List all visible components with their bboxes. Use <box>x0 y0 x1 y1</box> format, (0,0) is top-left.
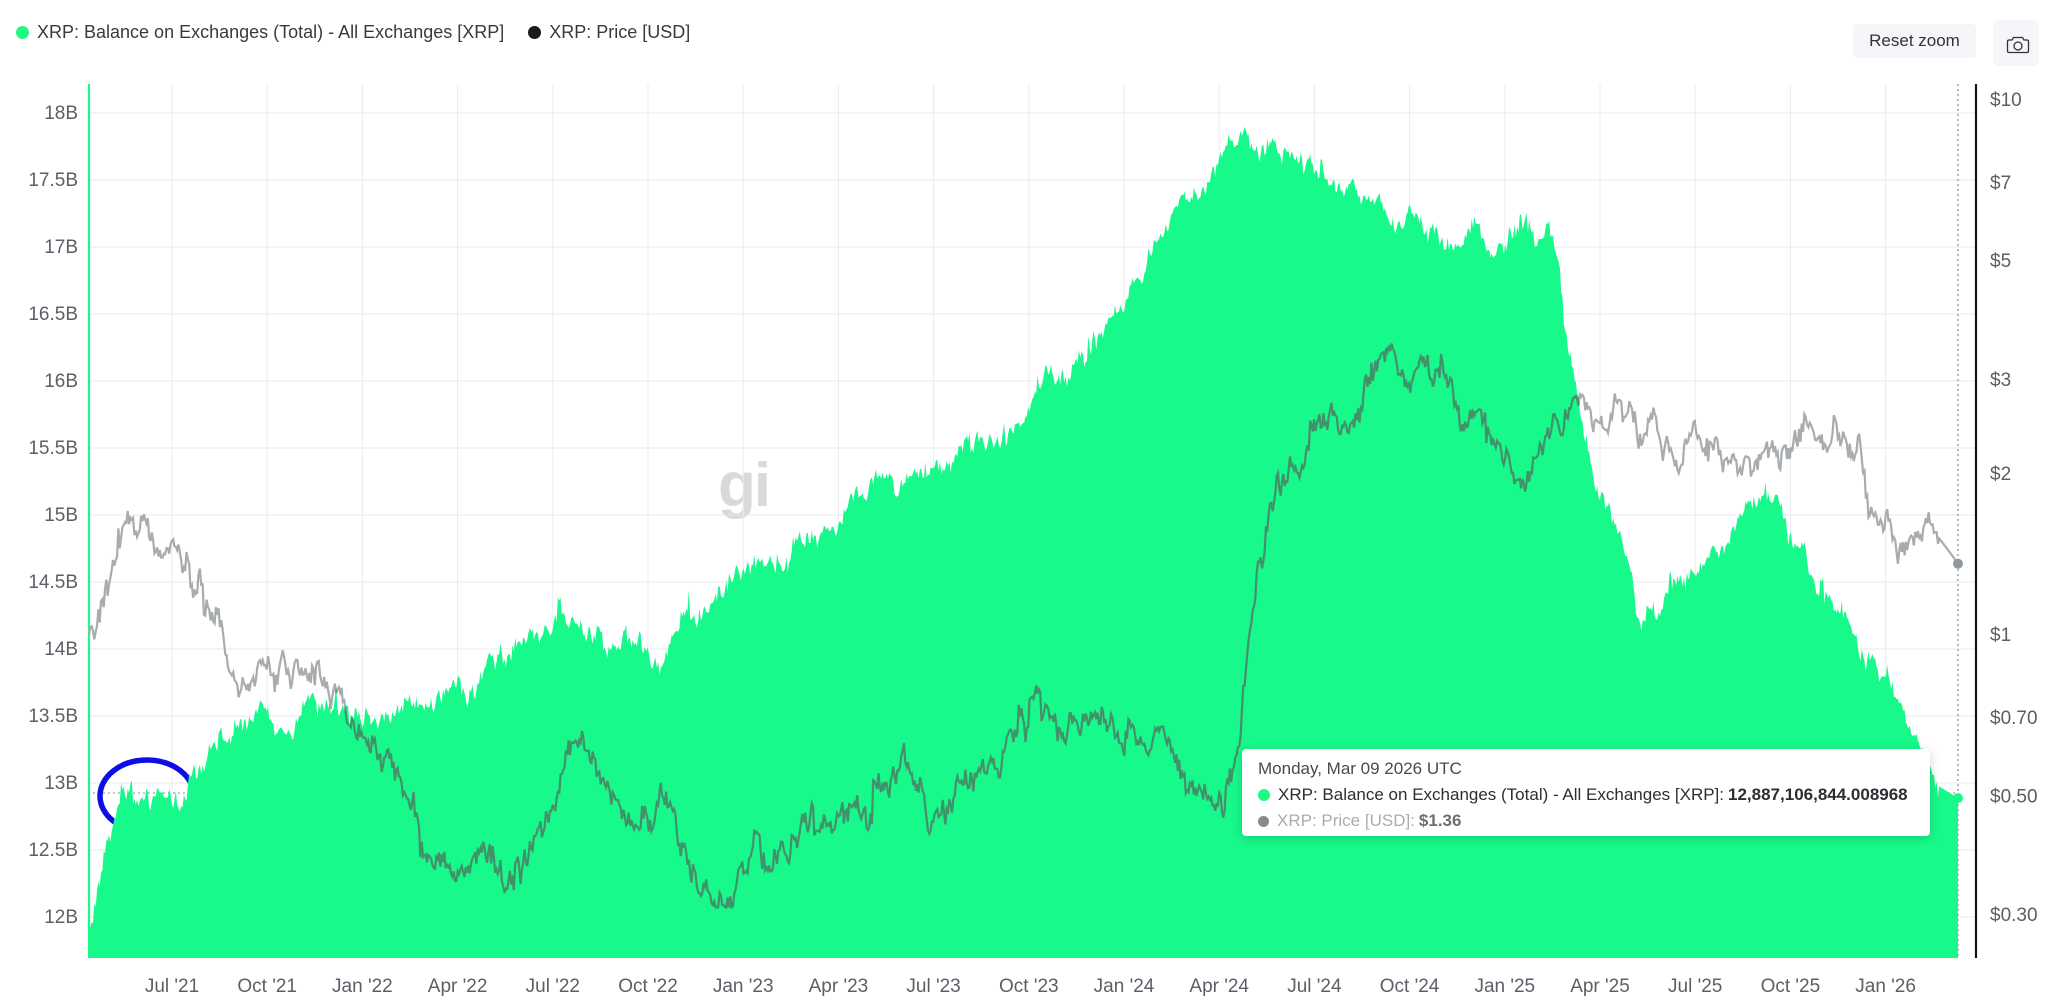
svg-text:Oct '24: Oct '24 <box>1380 976 1440 997</box>
svg-text:Jul '25: Jul '25 <box>1668 976 1722 997</box>
svg-text:15.5B: 15.5B <box>28 438 78 459</box>
svg-text:17.5B: 17.5B <box>28 170 78 191</box>
svg-text:Jul '24: Jul '24 <box>1287 976 1342 997</box>
svg-text:Apr '22: Apr '22 <box>428 976 488 997</box>
svg-text:Apr '24: Apr '24 <box>1189 976 1249 997</box>
svg-text:$0.70: $0.70 <box>1990 708 2038 729</box>
svg-text:12.5B: 12.5B <box>28 840 78 861</box>
svg-text:16B: 16B <box>44 371 78 392</box>
svg-text:$3: $3 <box>1990 370 2011 391</box>
svg-text:Apr '25: Apr '25 <box>1570 976 1630 997</box>
svg-text:$1: $1 <box>1990 625 2011 646</box>
svg-text:Oct '22: Oct '22 <box>618 976 678 997</box>
svg-text:Jul '22: Jul '22 <box>526 976 580 997</box>
svg-text:Jan '24: Jan '24 <box>1094 976 1155 997</box>
svg-text:Jan '25: Jan '25 <box>1474 976 1535 997</box>
svg-text:Oct '25: Oct '25 <box>1761 976 1821 997</box>
svg-text:Jul '23: Jul '23 <box>906 976 960 997</box>
svg-text:17B: 17B <box>44 237 78 258</box>
svg-text:Apr '23: Apr '23 <box>809 976 869 997</box>
svg-text:14B: 14B <box>44 639 78 660</box>
svg-text:$5: $5 <box>1990 251 2011 272</box>
svg-text:Oct '21: Oct '21 <box>237 976 297 997</box>
svg-text:13.5B: 13.5B <box>28 706 78 727</box>
svg-text:Jan '26: Jan '26 <box>1855 976 1916 997</box>
svg-text:Jan '23: Jan '23 <box>713 976 774 997</box>
svg-text:15B: 15B <box>44 505 78 526</box>
svg-text:14.5B: 14.5B <box>28 572 78 593</box>
svg-text:$7: $7 <box>1990 173 2011 194</box>
svg-text:Jul '21: Jul '21 <box>145 976 199 997</box>
svg-text:Jan '22: Jan '22 <box>332 976 393 997</box>
svg-text:13B: 13B <box>44 773 78 794</box>
svg-text:Oct '23: Oct '23 <box>999 976 1059 997</box>
svg-text:$0.50: $0.50 <box>1990 786 2038 807</box>
svg-text:$0.30: $0.30 <box>1990 905 2038 926</box>
svg-text:16.5B: 16.5B <box>28 304 78 325</box>
svg-text:$2: $2 <box>1990 464 2011 485</box>
svg-text:$10: $10 <box>1990 90 2022 111</box>
svg-text:18B: 18B <box>44 103 78 124</box>
svg-text:12B: 12B <box>44 907 78 928</box>
